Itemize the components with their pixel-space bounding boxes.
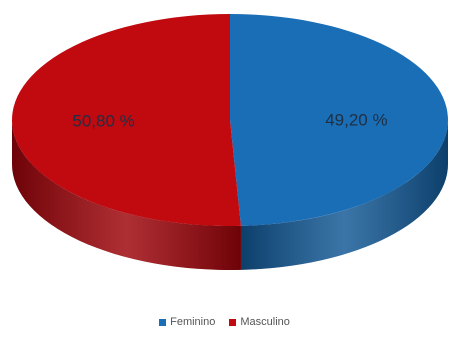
- legend-label-masculino: Masculino: [240, 316, 290, 328]
- slice-side-shade-masculino: [12, 120, 241, 270]
- data-label-feminino: 49,20 %: [325, 110, 387, 129]
- slice-feminino: [230, 14, 448, 226]
- legend-entry-feminino: Feminino: [159, 316, 215, 328]
- legend-swatch-masculino: [229, 318, 237, 326]
- data-label-masculino: 50,80 %: [72, 112, 134, 131]
- legend-entry-masculino: Masculino: [229, 316, 290, 328]
- pie-chart-plot: 49,20 % 50,80 %: [11, 14, 448, 270]
- legend-label-feminino: Feminino: [170, 316, 216, 328]
- slice-side-masculino: [12, 120, 241, 270]
- legend-swatch-feminino: [159, 318, 167, 326]
- slice-masculino: [11, 14, 241, 226]
- slice-side-feminino: [240, 120, 448, 270]
- legend: Feminino Masculino: [0, 316, 449, 328]
- slice-side-shade-feminino: [240, 120, 448, 270]
